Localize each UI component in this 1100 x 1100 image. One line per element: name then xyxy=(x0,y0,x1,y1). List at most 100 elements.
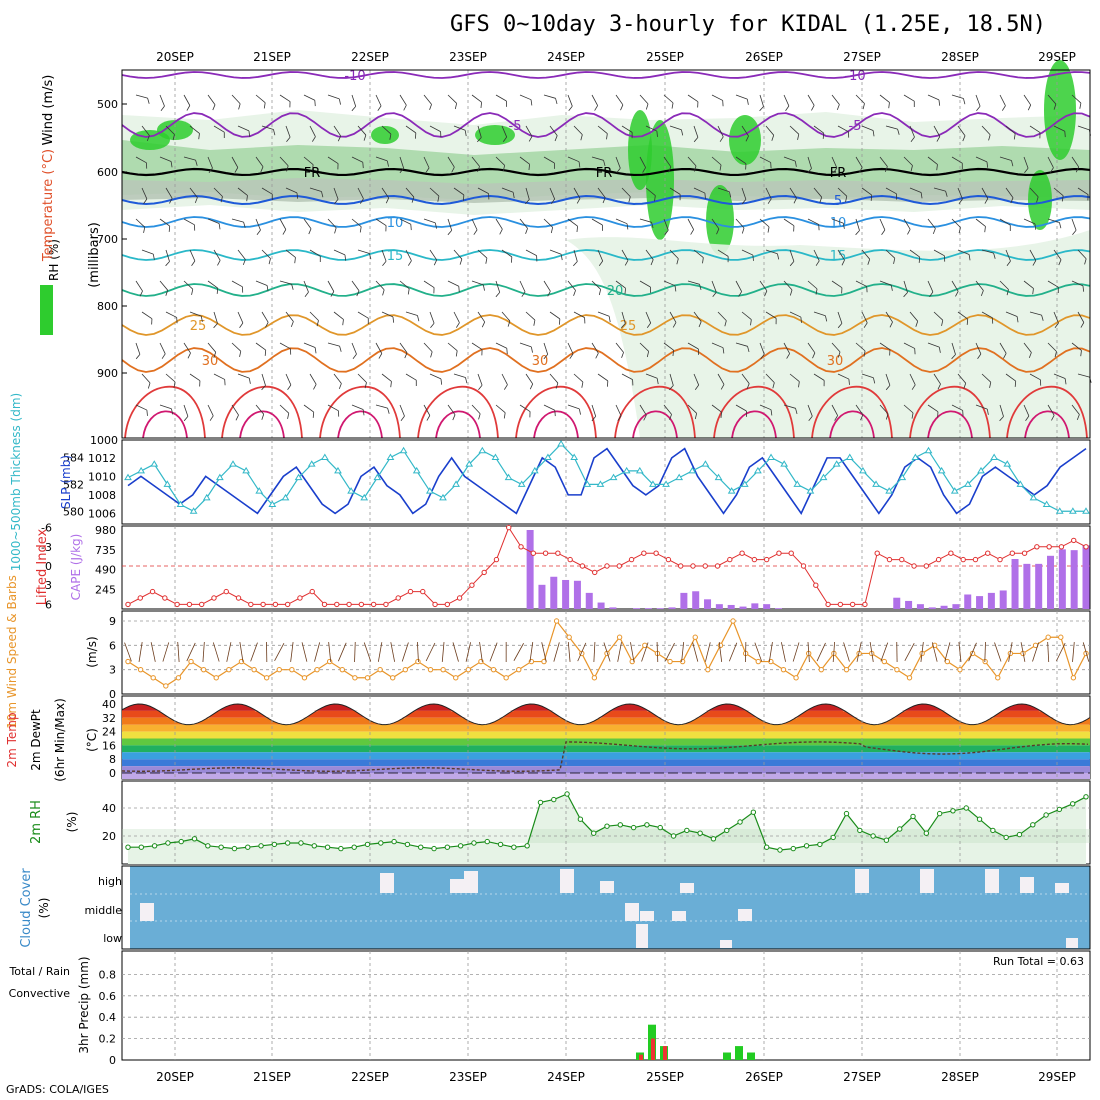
wind-barb xyxy=(573,311,586,324)
surface-wind-barb-staff xyxy=(489,642,498,662)
wind-barb-staff xyxy=(981,311,993,319)
wind-barb xyxy=(1047,280,1059,294)
wind-barb-feather xyxy=(584,317,586,324)
li-tick: 0 xyxy=(45,560,52,573)
surface-wind-barb xyxy=(150,642,156,662)
wind-barb xyxy=(279,94,291,108)
wind-barb-feather xyxy=(312,412,315,418)
cloud-middle-bar xyxy=(738,909,752,921)
wind-barb-feather xyxy=(465,377,468,384)
date-label-bottom: 21SEP xyxy=(253,1070,291,1084)
temp-color-band xyxy=(122,752,1090,760)
wind-barb-feather xyxy=(938,347,941,353)
wind-barb xyxy=(975,404,989,415)
wind-barb-staff xyxy=(423,342,433,353)
wind-barb-staff xyxy=(309,187,322,192)
wind-barb xyxy=(309,249,321,263)
wind-barb-staff xyxy=(855,280,867,287)
wind-barb-staff xyxy=(645,187,656,196)
wind-barb-feather xyxy=(767,226,770,233)
wind-barb-staff xyxy=(135,156,147,164)
surface-wind-barb-staff xyxy=(479,642,483,662)
cape-bar xyxy=(692,591,700,609)
wind-barb-feather xyxy=(884,166,888,173)
thickness-marker xyxy=(491,453,500,460)
wind-barb-staff xyxy=(975,156,988,163)
wind-barb xyxy=(549,249,563,261)
surface-wind-barb xyxy=(931,642,938,662)
wind-barb-staff xyxy=(741,249,754,256)
thickness-marker xyxy=(360,493,369,501)
cloud-panel-bg xyxy=(130,866,1090,949)
wind-barb-staff xyxy=(327,156,339,164)
wind-barb xyxy=(231,94,241,110)
surface-wind-barb-staff xyxy=(1072,642,1075,662)
wind-barb xyxy=(759,404,773,416)
lifted-index-marker xyxy=(714,563,721,569)
wind-speed-marker xyxy=(995,675,1001,681)
wind-barb xyxy=(165,373,176,388)
thickness-marker xyxy=(137,466,146,474)
cape-bar xyxy=(999,590,1007,609)
wind-barb-feather xyxy=(238,103,241,110)
lifted-index-marker xyxy=(432,601,438,608)
isotherm-warm-loop xyxy=(124,385,206,439)
wind-barb xyxy=(765,125,775,141)
surface-wind-barb xyxy=(656,641,659,663)
rh2m-marker xyxy=(431,845,437,852)
wind-barb-feather xyxy=(966,319,969,325)
wind-barb-feather xyxy=(797,134,800,140)
isotherm-warm-loop xyxy=(337,410,383,439)
wind-barb-feather xyxy=(656,378,659,385)
wind-barb-feather xyxy=(429,104,432,110)
wind-barb-staff xyxy=(567,94,573,107)
wind-barb xyxy=(1071,404,1080,421)
li-tick: 6 xyxy=(45,598,52,611)
wind-barb-feather xyxy=(1032,260,1037,266)
wind-barb-staff xyxy=(333,249,346,256)
wind-barb xyxy=(261,373,266,391)
wind-barb-staff xyxy=(447,218,453,231)
wind-barb-feather xyxy=(1082,285,1085,292)
wind-barb xyxy=(357,373,367,389)
wind-barb-staff xyxy=(933,373,941,385)
wind-barb xyxy=(423,218,437,229)
surface-wind-barb-staff xyxy=(226,642,232,662)
wind-barb-staff xyxy=(1071,280,1084,287)
wind-barb xyxy=(543,280,551,297)
rh-shade-band xyxy=(122,178,1090,203)
wind-barb-feather xyxy=(834,415,838,421)
thickness-marker xyxy=(911,453,920,460)
wind-barb xyxy=(783,94,790,111)
surface-wind-barb xyxy=(958,642,962,662)
cape-bar xyxy=(739,606,747,609)
wind-barb-feather xyxy=(679,194,681,201)
wind-barb-staff xyxy=(165,373,176,383)
cape-bar xyxy=(952,604,960,609)
wind-speed-marker xyxy=(188,658,194,665)
wind-barb-feather xyxy=(411,196,415,203)
wind-barb-staff xyxy=(399,94,407,106)
slp-line xyxy=(127,447,1087,515)
wind-barb-staff xyxy=(501,249,513,258)
surface-wind-barb xyxy=(479,642,483,662)
wind-barb-feather xyxy=(224,379,226,386)
wind-barb-staff xyxy=(855,94,865,104)
wind-barb-staff xyxy=(903,404,914,414)
wind-barb-staff xyxy=(621,311,626,324)
wind-speed-marker xyxy=(843,666,850,673)
thickness-marker xyxy=(465,460,474,467)
wind-barb-staff xyxy=(327,218,337,229)
wind-barb xyxy=(981,311,994,324)
wind-barb-feather xyxy=(506,348,508,355)
wind-barb-feather xyxy=(1059,222,1062,229)
wind-barb-staff xyxy=(471,280,484,286)
surface-wind-barb-staff xyxy=(665,642,675,662)
wind-barb-feather xyxy=(287,384,292,390)
wind-barb xyxy=(399,94,407,111)
wind-barb xyxy=(717,187,732,198)
wind-barb-staff xyxy=(405,187,415,198)
wind-barb-staff xyxy=(759,218,770,228)
wind-barb-feather xyxy=(235,414,239,421)
lifted-index-marker xyxy=(653,550,659,556)
